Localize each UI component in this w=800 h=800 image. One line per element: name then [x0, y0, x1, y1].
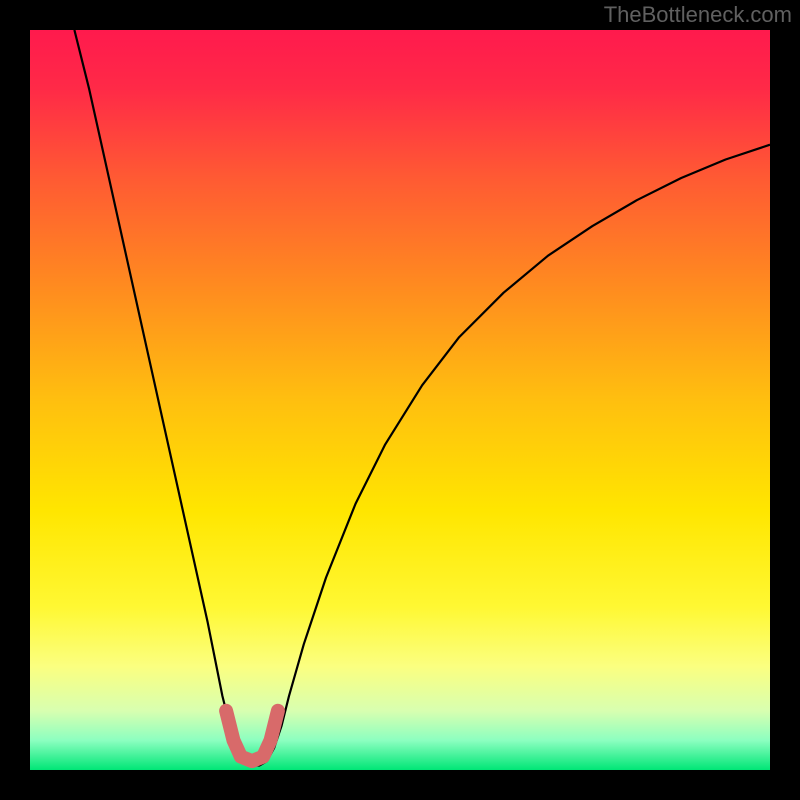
chart-svg [30, 30, 770, 770]
plot-area [30, 30, 770, 770]
chart-container: TheBottleneck.com [0, 0, 800, 800]
watermark-text: TheBottleneck.com [604, 2, 792, 28]
gradient-background [30, 30, 770, 770]
